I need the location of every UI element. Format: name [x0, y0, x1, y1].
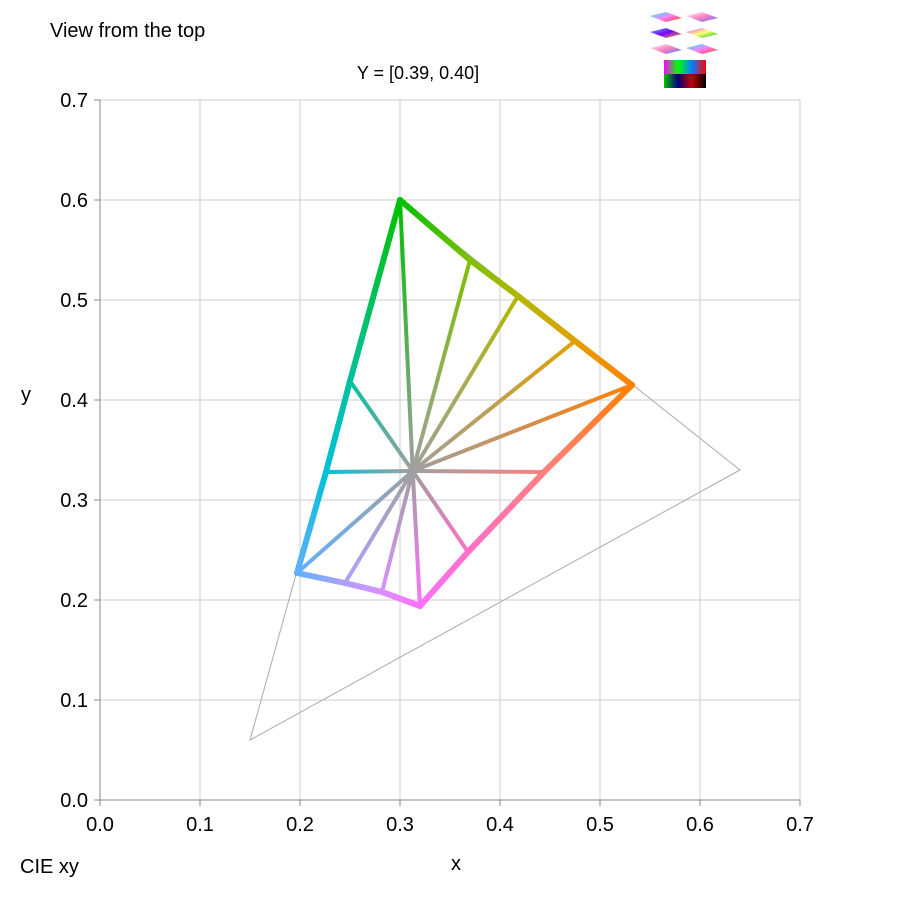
- boundary-segment: [294, 570, 348, 586]
- view-label: View from the top: [50, 20, 206, 42]
- x-tick-label: 0.5: [586, 814, 614, 836]
- x-tick-label: 0.4: [486, 814, 514, 836]
- boundary-segment: [465, 469, 547, 555]
- boundary-segment: [342, 580, 385, 595]
- grid-lines: [99, 99, 801, 801]
- y-tick-label: 0.4: [60, 390, 88, 412]
- color-space-label: CIE xy: [20, 856, 79, 878]
- boundary-segment: [467, 257, 521, 299]
- luminance-range-label: Y = [0.39, 0.40]: [356, 63, 480, 83]
- hue-spokes: [295, 198, 634, 608]
- boundary-segment: [515, 293, 578, 344]
- boundary-segment: [541, 382, 635, 475]
- y-tick-label: 0.7: [60, 90, 88, 112]
- boundary-segment: [417, 549, 471, 609]
- boundary-vertex: [541, 469, 547, 475]
- hue-spoke: [410, 339, 577, 473]
- x-tick-label: 0.2: [286, 814, 314, 836]
- y-tick-label: 0.6: [60, 190, 88, 212]
- hue-spoke: [410, 294, 520, 473]
- boundary-vertex: [397, 197, 403, 203]
- hue-spoke: [410, 469, 546, 474]
- x-tick-label: 0.6: [686, 814, 714, 836]
- hue-spoke: [348, 379, 415, 473]
- boundary-vertex: [347, 378, 353, 384]
- boundary-segment: [323, 378, 353, 475]
- hue-spoke: [398, 198, 415, 473]
- boundary-vertex: [572, 338, 578, 344]
- boundary-vertex: [515, 293, 521, 299]
- x-tick-label: 0.7: [786, 814, 814, 836]
- boundary-vertex: [342, 580, 348, 586]
- boundary-vertex: [467, 257, 473, 263]
- y-tick-label: 0.3: [60, 490, 88, 512]
- boundary-vertex: [379, 589, 385, 595]
- boundary-segment: [294, 469, 329, 576]
- hue-spoke: [380, 469, 415, 594]
- boundary-vertex: [294, 570, 300, 576]
- hue-spoke: [324, 469, 415, 474]
- slice-boundary: [294, 197, 635, 609]
- y-tick-label: 0.5: [60, 290, 88, 312]
- hue-spoke: [295, 469, 415, 575]
- boundary-segment: [379, 589, 423, 609]
- x-tick-label: 0.3: [386, 814, 414, 836]
- y-tick-label: 0.1: [60, 690, 88, 712]
- hue-spoke: [410, 469, 422, 608]
- axes: [94, 99, 801, 806]
- x-axis-title: x: [451, 853, 461, 875]
- x-tick-label: 0.1: [186, 814, 214, 836]
- gamut-view-thumbnail-icon[interactable]: [648, 10, 722, 92]
- y-tick-label: 0.0: [60, 790, 88, 812]
- boundary-segment: [397, 197, 473, 263]
- boundary-segment: [572, 338, 635, 388]
- x-tick-label: 0.0: [86, 814, 114, 836]
- y-tick-label: 0.2: [60, 590, 88, 612]
- y-axis-title: y: [21, 384, 31, 406]
- boundary-vertex: [417, 603, 423, 609]
- hue-spoke: [410, 258, 472, 473]
- boundary-vertex: [465, 549, 471, 555]
- hue-spoke: [343, 469, 415, 585]
- boundary-vertex: [323, 469, 329, 475]
- boundary-vertex: [629, 382, 635, 388]
- boundary-segment: [347, 197, 403, 384]
- hue-spoke: [410, 383, 634, 473]
- axis-labels: 0.0 0.1 0.2 0.3 0.4 0.5 0.6 0.7 0.0 0.1 0.2 0.3 0.4 0…: [21, 90, 814, 875]
- hue-spoke: [410, 469, 470, 554]
